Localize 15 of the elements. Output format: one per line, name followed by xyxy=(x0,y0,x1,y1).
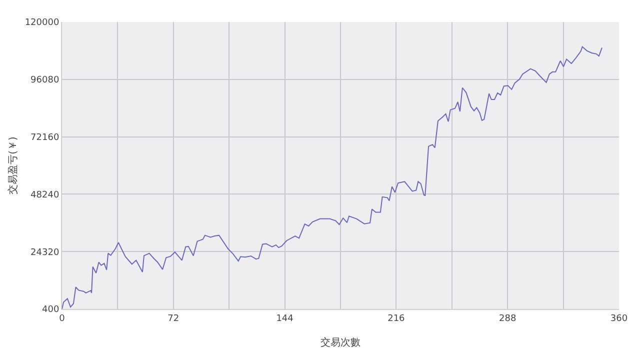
x-tick-label: 360 xyxy=(610,314,628,324)
x-tick-label: 144 xyxy=(276,314,294,324)
y-tick-label: 48240 xyxy=(30,190,60,200)
y-tick-label: 120000 xyxy=(24,18,60,28)
x-tick-label: 0 xyxy=(59,314,66,324)
x-tick-label: 288 xyxy=(499,314,516,324)
x-axis-title: 交易次數 xyxy=(320,336,360,348)
x-tick-label: 216 xyxy=(388,314,406,324)
x-tick-label: 72 xyxy=(168,314,180,324)
y-tick-label: 96080 xyxy=(30,76,60,86)
y-tick-label: 24320 xyxy=(30,248,60,258)
y-axis-title: 交易盈亏(￥) xyxy=(6,136,19,194)
y-tick-label: 72160 xyxy=(30,132,60,143)
y-tick-label: 400 xyxy=(42,305,60,316)
line-series xyxy=(62,46,602,309)
